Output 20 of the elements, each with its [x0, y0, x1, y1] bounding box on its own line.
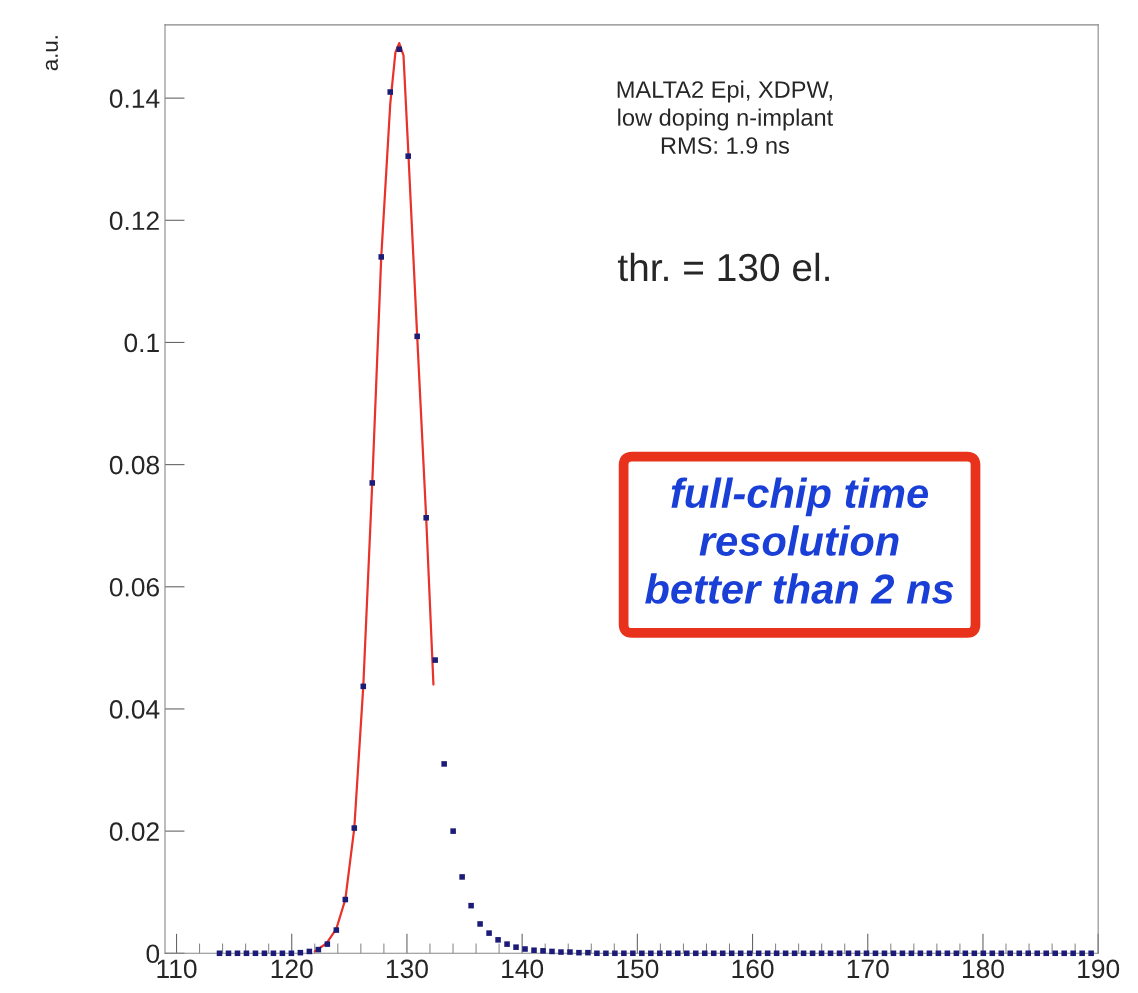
x-tick-label: 190 — [1078, 959, 1120, 979]
y-tick-label: 0.04 — [109, 700, 160, 719]
annotation: MALTA2 Epi, XDPW, low doping n-implant RMS: 1.9 ns — [617, 80, 834, 154]
x-tick-label: 160 — [732, 959, 774, 979]
annotation: thr. = 130 el. — [617, 252, 829, 282]
y-axis-title: a.u. — [45, 36, 58, 71]
x-tick-label: 170 — [847, 959, 889, 979]
y-tick-label: 0.06 — [109, 577, 159, 597]
x-tick-label: 130 — [386, 959, 428, 979]
x-tick-label: 140 — [502, 959, 544, 979]
x-tick-label: 110 — [157, 959, 197, 979]
x-tick-label: 120 — [271, 959, 313, 979]
y-tick-label: 0.08 — [109, 455, 160, 475]
annotation: full-chip time resolution better than 2 ns — [645, 477, 954, 604]
y-tick-label: 0.12 — [109, 211, 159, 231]
x-tick-label: 180 — [962, 959, 1004, 979]
y-tick-label: 0.1 — [124, 333, 159, 353]
x-tick-label: 150 — [617, 959, 659, 979]
y-tick-label: 0.02 — [109, 822, 159, 841]
y-tick-label: 0.14 — [109, 89, 160, 108]
